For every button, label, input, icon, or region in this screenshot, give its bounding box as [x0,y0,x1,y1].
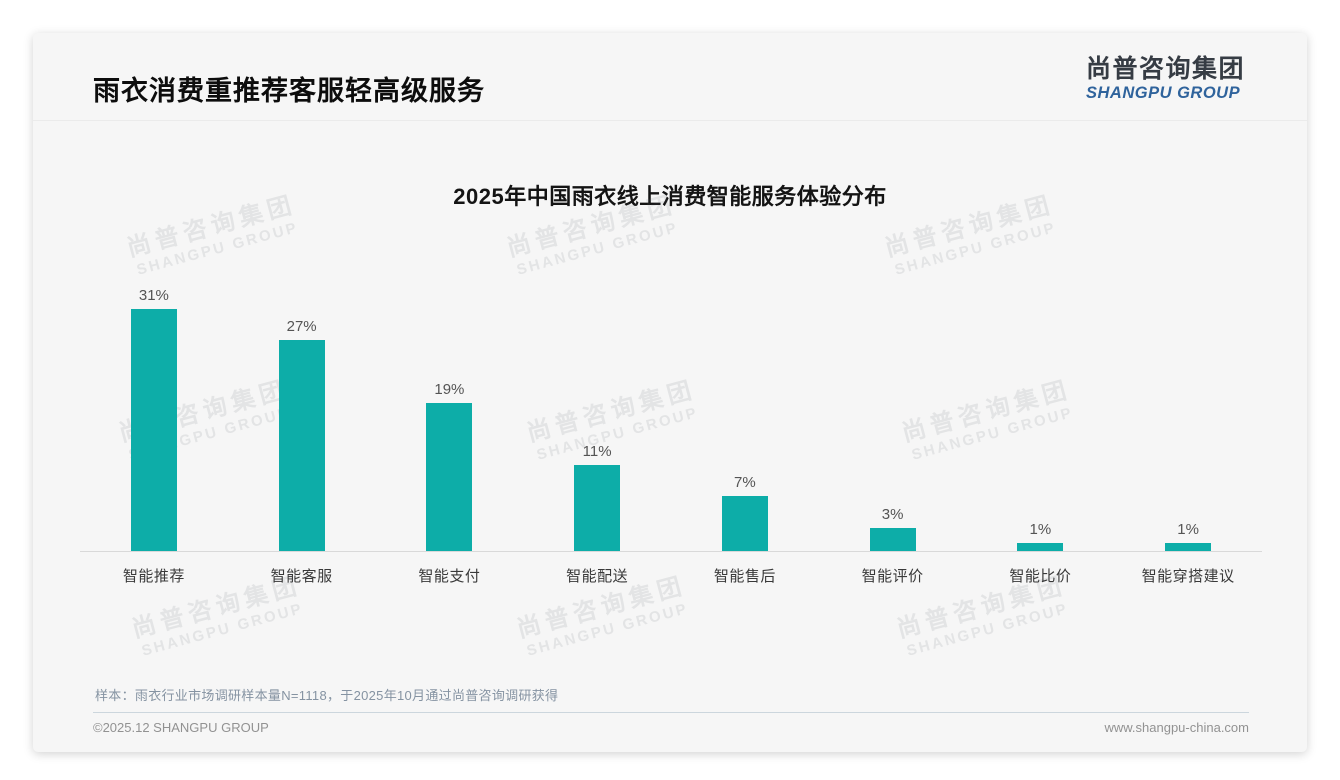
category-label: 智能售后 [713,568,776,585]
page-title: 雨衣消费重推荐客服轻高级服务 [93,76,485,106]
category-label: 智能评价 [861,568,924,585]
watermark-english-text: SHANGPU GROUP [524,600,691,660]
category-axis: 智能推荐 智能客服 智能支付 智能配送 智能售后 智能评价 智能比价 智能穿搭建议 [80,552,1262,586]
watermark-english-text: SHANGPU GROUP [139,600,306,660]
category-label: 智能支付 [418,568,481,585]
watermark-english-text: SHANGPU GROUP [134,219,301,279]
category-label: 智能推荐 [122,568,185,585]
bar-value-label: 1% [1029,521,1052,538]
bar [278,340,325,551]
bar-slot: 1% [967,521,1115,551]
watermark-english-text: SHANGPU GROUP [514,219,681,279]
category-label: 智能客服 [270,568,333,585]
logo-chinese-text: 尚普咨询集团 [1085,55,1245,83]
bar-slot: 7% [671,474,819,551]
bar [1165,543,1212,551]
bar-value-label: 1% [1177,521,1199,538]
bars-row: 31% 27% 19% 11% 7% 3% 1% 1% [80,283,1262,552]
category-label: 智能比价 [1009,568,1072,585]
sample-note: 样本：雨衣行业市场调研样本量N=1118，于2025年10月通过尚普咨询调研获得 [95,688,559,703]
bar-slot: 3% [819,506,967,551]
bar-slot: 19% [376,381,524,551]
bar [1017,543,1064,551]
category-label: 智能配送 [566,568,629,585]
header-divider [33,120,1307,121]
category-label: 智能穿搭建议 [1141,568,1235,585]
chart-title: 2025年中国雨衣线上消费智能服务体验分布 [453,184,887,209]
watermark-english-text: SHANGPU GROUP [892,219,1059,279]
watermark-english-text: SHANGPU GROUP [904,600,1071,660]
bar [869,528,916,551]
bar-chart: 31% 27% 19% 11% 7% 3% 1% 1% 智能推荐 智能客服 智能支付 智能配送 智能售… [80,283,1262,586]
bar-value-label: 3% [881,506,904,523]
bar-value-label: 11% [582,443,612,460]
footer-divider [93,712,1249,713]
footer-website: www.shangpu-china.com [1104,720,1249,735]
bar [130,309,177,551]
bar-slot: 1% [1114,521,1262,551]
bar-slot: 31% [80,287,228,551]
bar [574,465,621,551]
bar [426,403,473,551]
footer-copyright: ©2025.12 SHANGPU GROUP [93,720,269,735]
bar-value-label: 7% [734,474,756,491]
bar-value-label: 19% [434,381,465,398]
bar [721,496,768,551]
company-logo: 尚普咨询集团 SHANGPU GROUP [1086,55,1245,103]
bar-value-label: 31% [138,287,169,304]
bar-slot: 11% [523,443,671,551]
logo-english-text: SHANGPU GROUP [1085,83,1241,102]
report-slide: 雨衣消费重推荐客服轻高级服务 尚普咨询集团 SHANGPU GROUP 2025… [33,33,1307,752]
bar-value-label: 27% [286,318,317,335]
bar-slot: 27% [228,318,376,551]
